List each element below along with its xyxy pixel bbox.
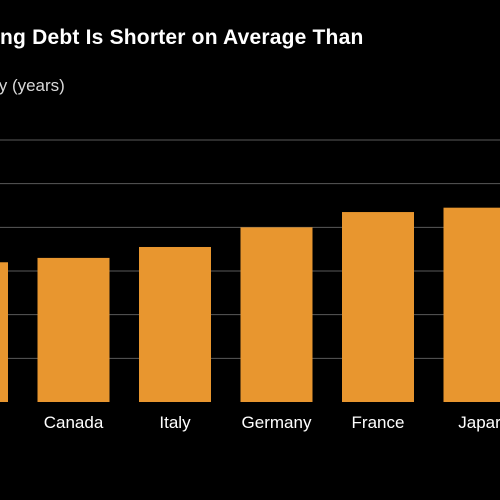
chart-subtitle: ty (years) xyxy=(0,76,65,95)
x-tick-label-canada: Canada xyxy=(44,413,104,432)
x-tick-label-germany: Germany xyxy=(242,413,312,432)
x-tick-label-japar: Japar xyxy=(458,413,500,432)
bar-japar xyxy=(443,207,500,402)
bar-a xyxy=(0,262,8,402)
bar-france xyxy=(342,212,414,402)
bar-canada xyxy=(37,257,110,402)
x-tick-label-italy: Italy xyxy=(159,413,191,432)
x-tick-label-france: France xyxy=(352,413,405,432)
bar-germany xyxy=(240,227,313,402)
chart-title: ing Debt Is Shorter on Average Than xyxy=(0,26,364,49)
bar-italy xyxy=(139,246,211,402)
